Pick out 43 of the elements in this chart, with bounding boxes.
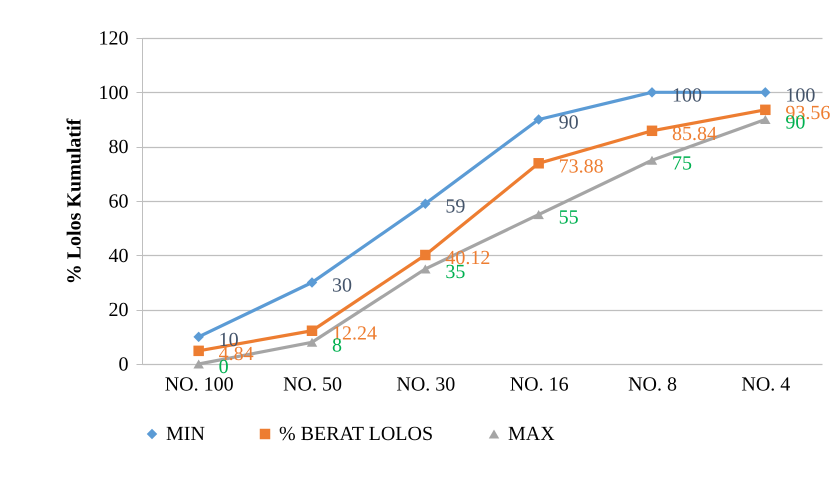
x-tick-label: NO. 8: [628, 374, 677, 396]
point: [760, 104, 771, 116]
point: [646, 126, 658, 136]
data-label: 55: [558, 206, 579, 229]
data-label: 85.84: [672, 122, 717, 145]
point: [760, 87, 771, 98]
y-tick-label: 80: [108, 136, 128, 158]
y-tick-label: 40: [108, 244, 128, 267]
data-label: 59: [445, 196, 466, 218]
point: [760, 114, 771, 124]
point: [420, 198, 431, 209]
point: [533, 210, 544, 220]
x-tick-label: NO. 16: [510, 374, 569, 396]
point: [420, 264, 431, 274]
x-tick-label: NO. 4: [741, 374, 790, 396]
legend-label: MIN: [166, 423, 205, 445]
point: [420, 250, 431, 260]
y-tick-label: 20: [108, 299, 128, 322]
data-label: 90: [558, 112, 579, 134]
point: [193, 332, 204, 342]
data-label: 100: [785, 84, 816, 106]
x-tick-label: NO. 50: [283, 374, 342, 396]
data-label: 73.88: [558, 155, 604, 178]
y-axis-title: % Lolos Kumulatif: [64, 118, 86, 284]
x-tick-label: NO. 100: [164, 374, 234, 396]
point: [306, 326, 318, 336]
y-tick-label: 0: [118, 354, 128, 376]
y-tick-label: 60: [108, 190, 128, 212]
point: [193, 359, 204, 369]
legend-label: % BERAT LOLOS: [279, 423, 434, 445]
point: [193, 346, 204, 356]
point: [646, 156, 658, 165]
point: [306, 277, 318, 288]
point: [533, 114, 544, 125]
x-tick-label: NO. 30: [396, 374, 456, 396]
point: [306, 338, 318, 347]
point: [646, 87, 658, 98]
point: [533, 158, 544, 169]
legend-label: MAX: [508, 423, 556, 445]
data-label: 75: [672, 152, 692, 174]
y-tick-label: 120: [98, 28, 128, 50]
data-label: 30: [332, 274, 352, 296]
y-tick-label: 100: [98, 82, 128, 104]
